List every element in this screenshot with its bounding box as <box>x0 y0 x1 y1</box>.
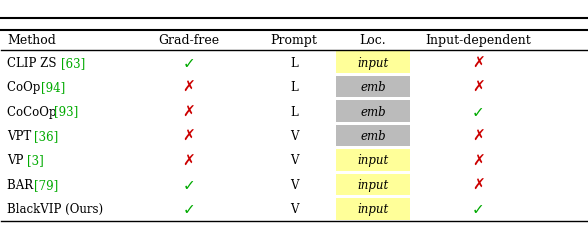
Text: ✗: ✗ <box>472 177 485 192</box>
Text: Loc.: Loc. <box>360 34 386 47</box>
Text: [79]: [79] <box>34 178 58 191</box>
Text: [63]: [63] <box>61 57 85 69</box>
Text: input: input <box>358 202 389 215</box>
Text: VP: VP <box>7 154 28 167</box>
FancyBboxPatch shape <box>336 76 410 98</box>
Text: [36]: [36] <box>34 129 58 142</box>
Text: Prompt: Prompt <box>270 34 318 47</box>
Text: V: V <box>290 178 298 191</box>
Text: V: V <box>290 154 298 167</box>
Text: Input-dependent: Input-dependent <box>426 34 531 47</box>
Text: ✗: ✗ <box>472 80 485 95</box>
FancyBboxPatch shape <box>336 101 410 122</box>
Text: L: L <box>290 81 298 94</box>
Text: ✓: ✓ <box>182 177 195 192</box>
Text: ✗: ✗ <box>472 128 485 143</box>
Text: CoCoOp: CoCoOp <box>7 105 61 118</box>
Text: CoOp: CoOp <box>7 81 44 94</box>
Text: ✗: ✗ <box>182 104 195 119</box>
Text: ✗: ✗ <box>472 55 485 70</box>
Text: L: L <box>290 57 298 69</box>
Text: ✗: ✗ <box>182 80 195 95</box>
Text: Grad-free: Grad-free <box>158 34 219 47</box>
Text: ✗: ✗ <box>182 153 195 168</box>
FancyBboxPatch shape <box>336 150 410 171</box>
Text: ✓: ✓ <box>182 55 195 70</box>
Text: input: input <box>358 178 389 191</box>
Text: VPT: VPT <box>7 129 35 142</box>
Text: ✗: ✗ <box>182 128 195 143</box>
Text: [94]: [94] <box>41 81 65 94</box>
FancyBboxPatch shape <box>336 198 410 220</box>
FancyBboxPatch shape <box>336 52 410 74</box>
Text: ✗: ✗ <box>472 153 485 168</box>
Text: ✓: ✓ <box>182 202 195 216</box>
Text: [93]: [93] <box>54 105 79 118</box>
Text: ✓: ✓ <box>472 202 485 216</box>
FancyBboxPatch shape <box>336 125 410 147</box>
Text: ✓: ✓ <box>472 104 485 119</box>
Text: BAR: BAR <box>7 178 37 191</box>
Text: input: input <box>358 57 389 69</box>
Text: emb: emb <box>360 81 386 94</box>
Text: [3]: [3] <box>28 154 44 167</box>
Text: CLIP ZS: CLIP ZS <box>7 57 61 69</box>
Text: BlackVIP (Ours): BlackVIP (Ours) <box>7 202 103 215</box>
Text: L: L <box>290 105 298 118</box>
Text: Method: Method <box>7 34 56 47</box>
Text: emb: emb <box>360 105 386 118</box>
Text: emb: emb <box>360 129 386 142</box>
FancyBboxPatch shape <box>336 174 410 195</box>
Text: V: V <box>290 202 298 215</box>
Text: V: V <box>290 129 298 142</box>
Text: input: input <box>358 154 389 167</box>
